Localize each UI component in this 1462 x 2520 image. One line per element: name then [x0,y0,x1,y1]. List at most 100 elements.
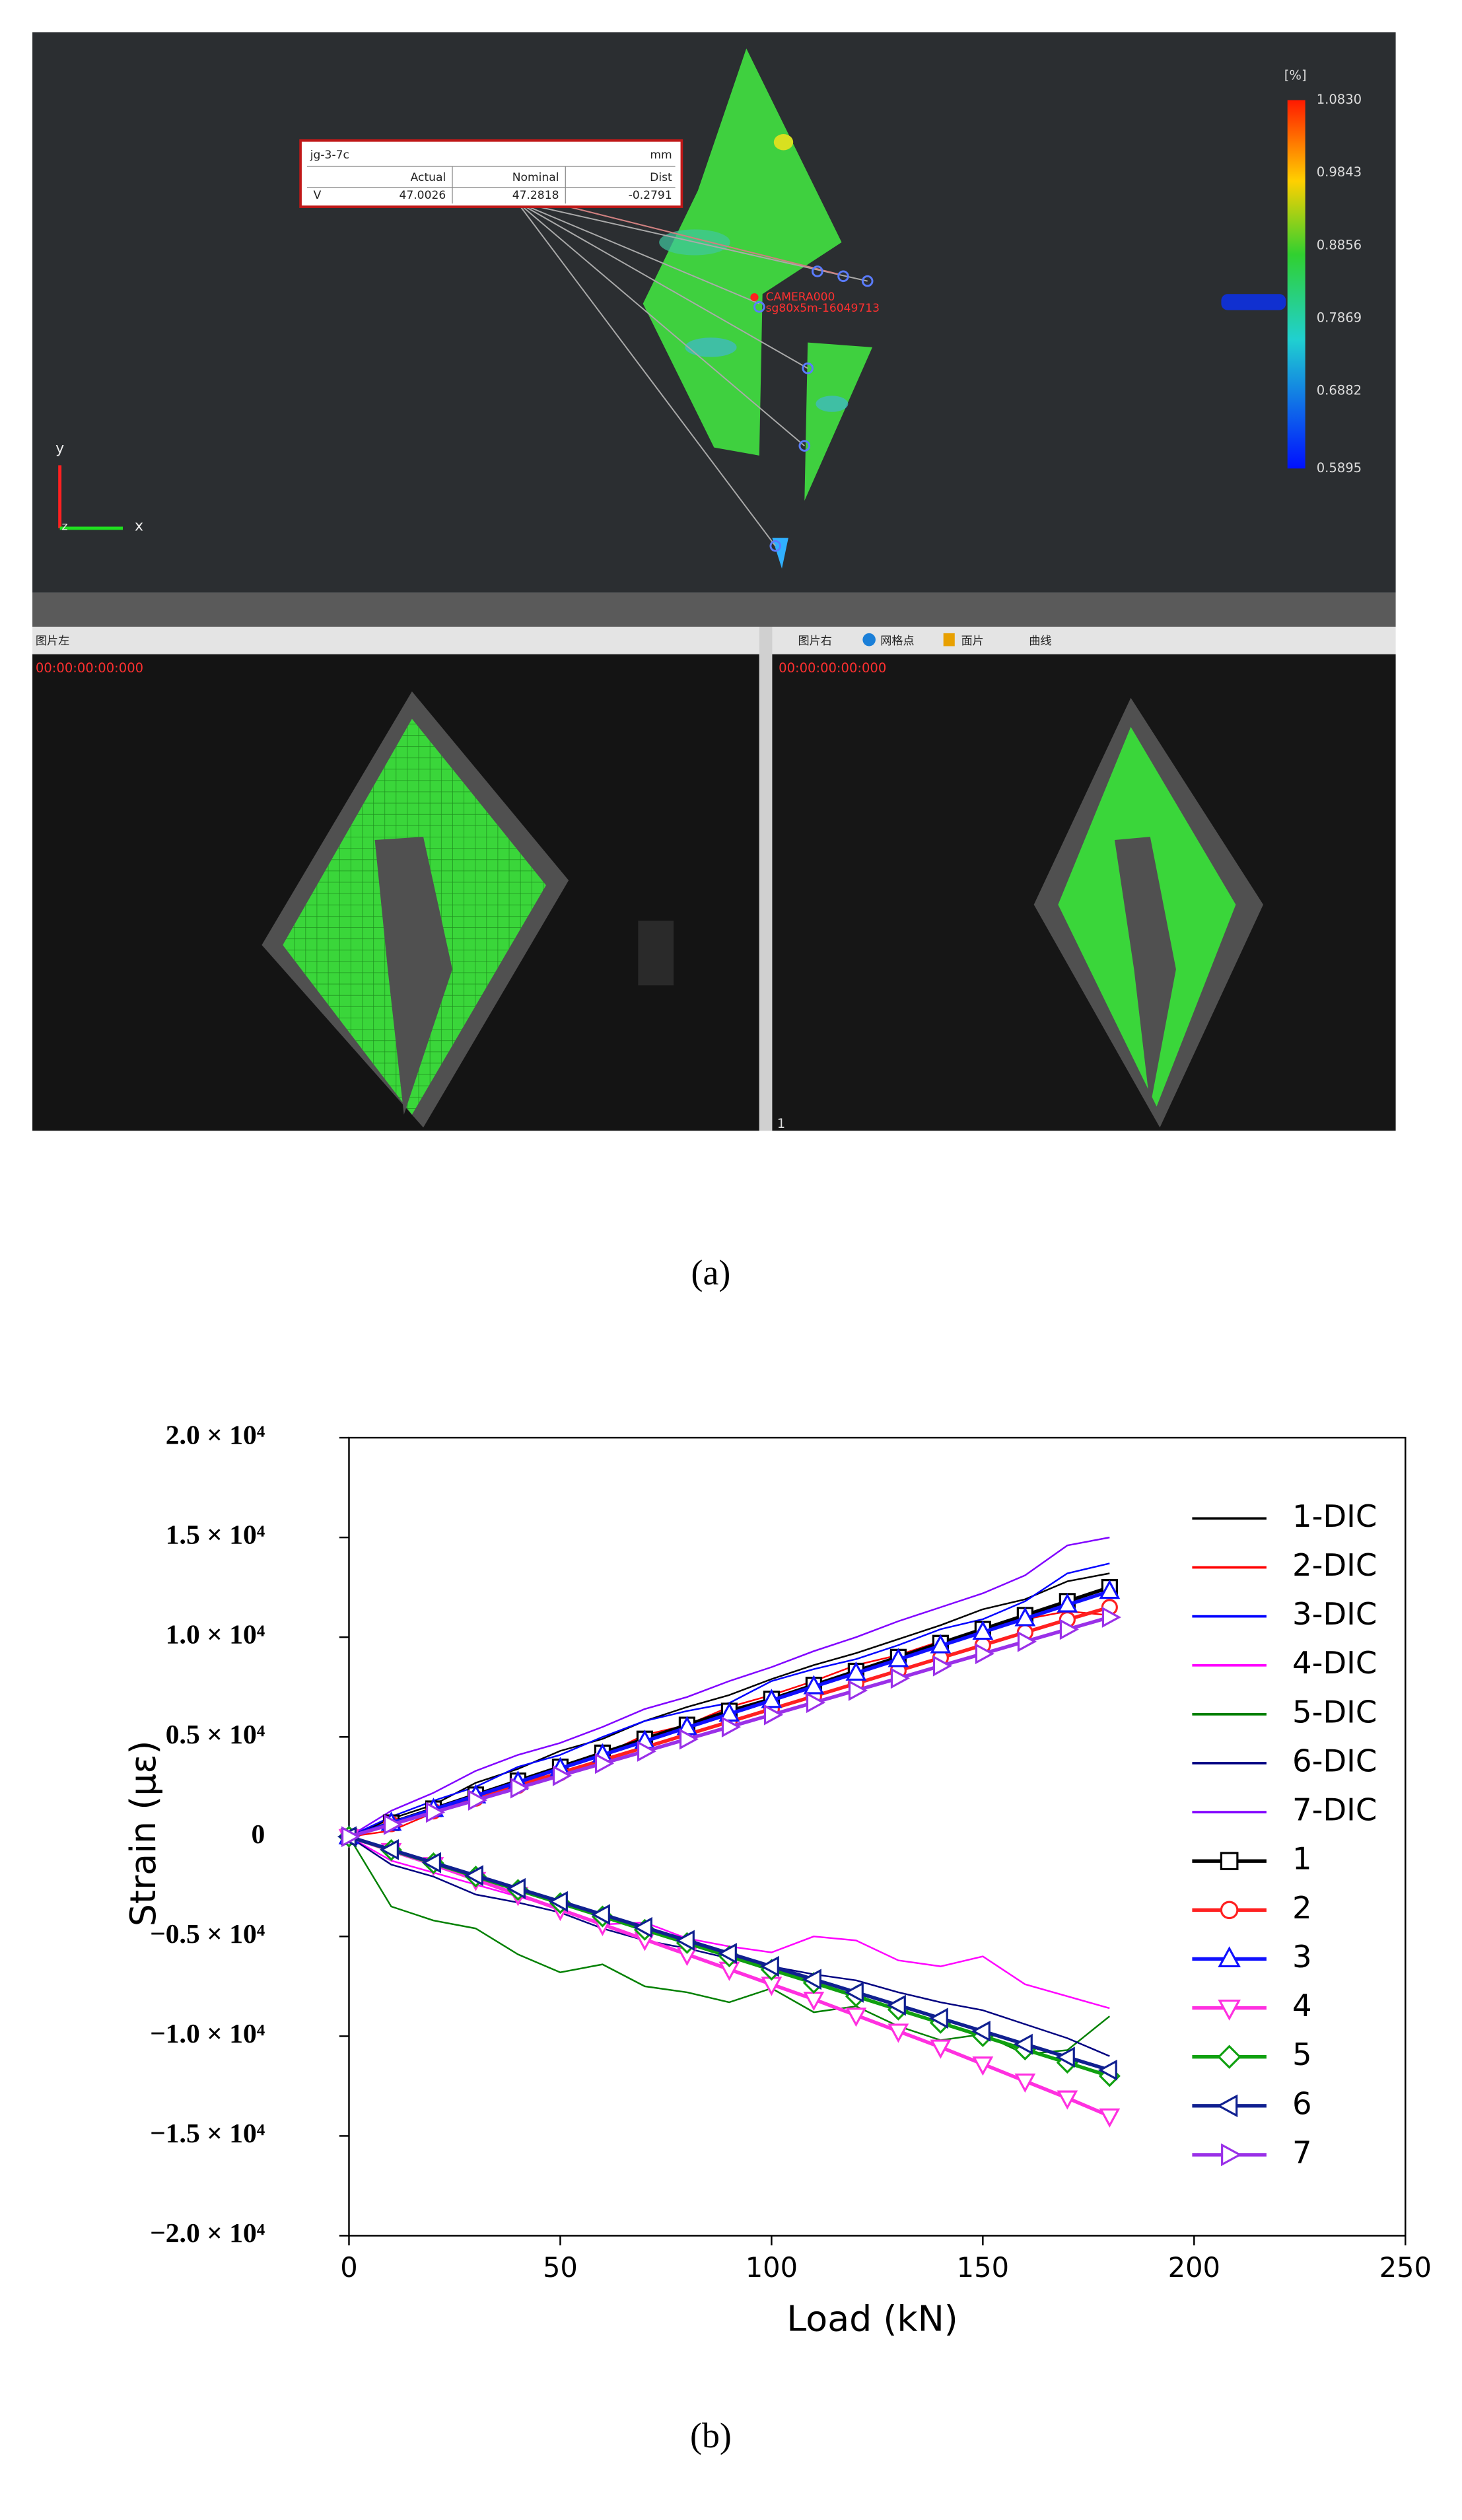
legend-label: 1 [1292,1841,1312,1877]
y-tick-label: −1.0 × 10⁴ [150,2018,265,2048]
tab-icon [862,633,876,647]
table-cell: 47.2818 [512,189,559,202]
legend-label: 3-DIC [1292,1596,1377,1632]
data-point [1097,2059,1117,2081]
data-point [510,1777,530,1799]
toolbar [32,627,1396,654]
legend-marker [1218,1999,1241,2021]
y-tick-label: −1.5 × 10⁴ [150,2118,265,2148]
color-bar-label: 1.0830 [1317,92,1362,107]
data-point [759,1955,779,1977]
leader-lines [516,201,868,547]
data-point [971,2020,991,2042]
triad-label: z [61,520,67,533]
data-point [552,1765,573,1786]
tab[interactable]: 图片右 [798,635,832,648]
tab-icon [943,633,955,647]
table-header: Nominal [512,171,559,184]
leader-line [516,201,760,304]
data-point [845,1661,867,1681]
data-point [721,1716,742,1738]
tab[interactable]: 面片 [961,635,984,648]
data-point [928,2008,948,2029]
legend-label: 1-DIC [1292,1498,1377,1534]
legend-marker [1217,2045,1241,2069]
strain-surface [643,48,873,569]
legend-label: 5 [1292,2037,1312,2072]
timestamp: 00:00:00:00:000 [36,660,143,676]
data-point [1014,2073,1036,2093]
data-point [379,1839,399,1860]
data-point [972,1620,994,1640]
data-point [1013,2033,1033,2055]
data-point [1099,1580,1121,1599]
point-marker [769,540,782,552]
leader-line [516,201,805,446]
specimen-left [261,691,674,1128]
x-tick-label: 100 [746,2251,798,2284]
x-tick-label: 200 [1168,2251,1220,2284]
data-point [633,1916,652,1938]
legend-label: 5-DIC [1292,1694,1377,1730]
surface-patch [804,342,873,501]
series-line [348,1536,1110,1838]
series-line [349,1572,1110,1838]
color-bar-label: 0.7869 [1317,310,1362,325]
data-point [1059,1619,1079,1640]
axis-triad: y x z [55,440,143,534]
legend-marker [1218,1946,1241,1968]
data-point [806,1692,826,1714]
camera-label: sg80x5m-16049713 [766,302,880,315]
triad-label: x [135,518,143,534]
data-point [464,1865,483,1887]
data-point [1055,2047,1075,2068]
data-point [594,1753,615,1774]
specimen-brace [1114,837,1176,1107]
table-header: Dist [650,171,672,184]
data-point [1014,1607,1036,1627]
caption: (a) [691,1253,731,1292]
color-bar-label: 0.9843 [1317,164,1362,180]
legend-label: 2-DIC [1292,1547,1377,1583]
data-point [548,1891,568,1912]
table-row-label: V [314,189,322,202]
tab[interactable]: 网格点 [880,635,914,648]
data-point [802,1969,821,1990]
data-point [761,1689,783,1708]
frame-number: 1 [777,1116,785,1131]
x-tick-label: 50 [543,2251,578,2284]
table-cell: -0.2791 [629,189,672,202]
data-point [845,2008,867,2027]
legend-label: 4-DIC [1292,1645,1377,1681]
data-point [383,1813,403,1835]
y-tick-label: −0.5 × 10⁴ [150,1918,265,1949]
data-point [637,1741,657,1762]
data-point [679,1728,699,1750]
surface-blob [816,396,849,412]
caption: (b) [690,2416,732,2455]
pane-splitter [759,627,773,1131]
legend-label: 7 [1292,2134,1312,2170]
data-point [930,1634,952,1654]
data-point [1101,1607,1121,1628]
data-point [468,1790,488,1811]
x-tick-label: 150 [957,2251,1009,2284]
table-box [299,139,683,208]
y-axis-title: Strain (με) [122,1741,164,1927]
tab[interactable]: 曲线 [1029,635,1051,648]
color-bar-pointer [1221,294,1286,310]
leader-line [516,201,868,282]
x-axis-title: Load (kN) [786,2298,958,2340]
x-tick-label: 0 [340,2251,357,2284]
y-tick-label: 1.0 × 10⁴ [166,1619,265,1650]
point-markers [753,265,874,552]
fixture [638,921,674,986]
color-bar-label: 0.8856 [1317,237,1362,252]
data-point [888,2023,909,2043]
data-point [1099,2108,1121,2128]
table-title: jg-3-7c [310,149,349,162]
table-header: Actual [411,171,446,184]
y-tick-label: 2.0 × 10⁴ [166,1420,265,1450]
tab[interactable]: 图片左 [36,635,69,648]
